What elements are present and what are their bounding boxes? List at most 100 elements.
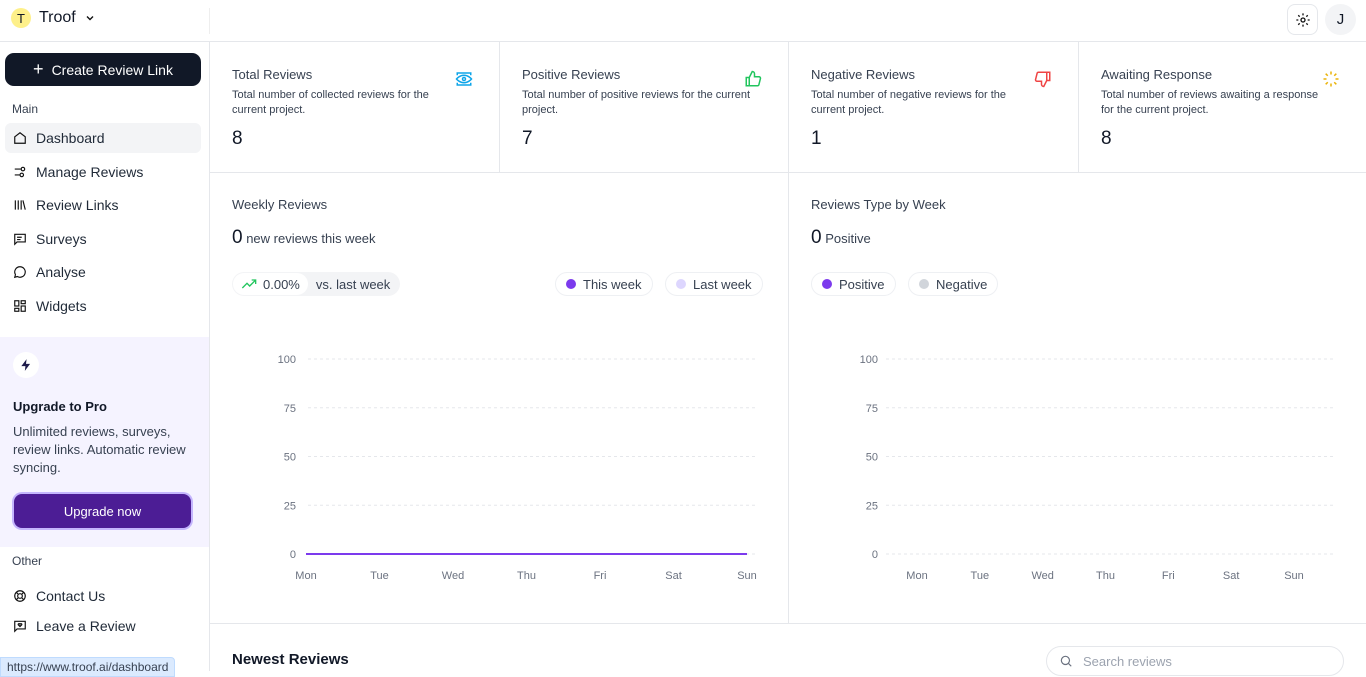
sidebar-item-manage-reviews[interactable]: Manage Reviews (5, 157, 201, 187)
card-value: 7 (522, 128, 533, 149)
x-tick-label: Sat (1223, 570, 1240, 582)
sidebar-item-widgets[interactable]: Widgets (5, 291, 201, 321)
x-tick-label: Sun (1284, 570, 1304, 582)
y-tick-label: 100 (278, 354, 296, 366)
project-switcher[interactable]: T Troof (11, 8, 96, 28)
plus-icon: + (33, 59, 44, 79)
status-url: https://www.troof.ai/dashboard (0, 657, 176, 677)
legend-dot (566, 279, 576, 289)
y-tick-label: 50 (866, 452, 878, 464)
legend-positive[interactable]: Positive (811, 272, 896, 296)
legend-label: Last week (693, 276, 752, 292)
y-tick-label: 0 (290, 549, 296, 561)
project-avatar: T (11, 8, 31, 28)
search-reviews-input[interactable]: Search reviews (1046, 646, 1344, 676)
sidebar-item-contact-us[interactable]: Contact Us (5, 581, 201, 611)
card-awaiting-response: Awaiting Response Total number of review… (1079, 42, 1366, 173)
sidebar-item-leave-a-review[interactable]: Leave a Review (5, 611, 201, 641)
other-section-label: Other (12, 554, 43, 568)
x-tick-label: Fri (1162, 570, 1175, 582)
weekly-count-label: new reviews this week (246, 231, 376, 246)
y-tick-label: 25 (866, 500, 878, 512)
divider (209, 8, 210, 34)
reviews-type-panel: Reviews Type by Week 0 Positive Positive… (789, 173, 1366, 624)
x-tick-label: Sun (737, 570, 757, 582)
sidebar-item-analyse[interactable]: Analyse (5, 257, 201, 287)
card-description: Total number of reviews awaiting a respo… (1101, 89, 1319, 116)
sidebar-item-dashboard[interactable]: Dashboard (5, 123, 201, 153)
type-count-label: Positive (825, 231, 871, 246)
trend-label: vs. last week (315, 276, 391, 292)
card-title: Negative Reviews (811, 67, 916, 82)
x-tick-label: Mon (295, 570, 316, 582)
nav-label: Dashboard (36, 130, 105, 146)
newest-reviews-title: Newest Reviews (232, 651, 349, 668)
x-tick-label: Mon (906, 570, 927, 582)
promo-title: Upgrade to Pro (13, 399, 107, 414)
x-tick-label: Tue (971, 570, 990, 582)
sidebar-item-review-links[interactable]: Review Links (5, 190, 201, 220)
trending-up-icon (241, 279, 257, 289)
nav-label: Surveys (36, 231, 87, 247)
x-tick-label: Thu (517, 570, 536, 582)
loader-icon (1320, 68, 1342, 90)
weekly-summary: 0 new reviews this week (232, 227, 376, 249)
card-title: Total Reviews (232, 67, 313, 82)
legend-label: Positive (839, 276, 885, 292)
nav-label: Contact Us (36, 588, 106, 604)
x-tick-label: Wed (442, 570, 464, 582)
message-square-icon (14, 233, 26, 246)
sidebar-item-surveys[interactable]: Surveys (5, 224, 201, 254)
card-value: 8 (1101, 128, 1112, 149)
weekly-reviews-chart: 0 25 50 75 100 Mon Tue Wed Thu Fri Sat Sun (278, 354, 757, 582)
message-heart-icon (14, 620, 26, 633)
weekly-reviews-panel: Weekly Reviews 0 new reviews this week 0… (210, 173, 789, 624)
legend-negative[interactable]: Negative (908, 272, 999, 296)
upgrade-now-button[interactable]: Upgrade now (14, 494, 191, 528)
project-name: Troof (39, 9, 76, 26)
grid-icon (14, 300, 26, 312)
nav-label: Manage Reviews (36, 164, 144, 180)
legend-dot (676, 279, 686, 289)
nav-label: Leave a Review (36, 618, 136, 634)
bolt-icon (13, 352, 39, 378)
legend-label: This week (583, 276, 642, 292)
legend-last-week[interactable]: Last week (665, 272, 763, 296)
eye-icon (453, 68, 475, 90)
card-positive-reviews: Positive Reviews Total number of positiv… (500, 42, 789, 173)
reviews-type-chart: 0 25 50 75 100 Mon Tue Wed Thu Fri Sat Sun (860, 354, 1334, 582)
top-bar: T Troof J (0, 0, 1366, 42)
main-section-label: Main (12, 102, 39, 116)
message-circle-icon (13, 266, 26, 279)
type-summary: 0 Positive (811, 227, 871, 249)
card-total-reviews: Total Reviews Total number of collected … (210, 42, 500, 173)
create-review-link-button[interactable]: + Create Review Link (5, 53, 201, 86)
search-placeholder: Search reviews (1083, 653, 1172, 669)
settings-button[interactable] (1287, 4, 1318, 35)
y-tick-label: 75 (284, 403, 296, 415)
legend-dot (822, 279, 832, 289)
card-description: Total number of positive reviews for the… (522, 89, 751, 116)
upgrade-promo: Upgrade to Pro Unlimited reviews, survey… (0, 337, 209, 547)
nav-label: Review Links (36, 197, 119, 213)
sidebar: + Create Review Link Main Dashboard Mana… (0, 42, 210, 671)
y-tick-label: 0 (872, 549, 878, 561)
weekly-count: 0 (232, 227, 243, 248)
legend-dot (919, 279, 929, 289)
x-tick-label: Thu (1096, 570, 1115, 582)
panel-title: Reviews Type by Week (811, 197, 946, 212)
card-value: 8 (232, 128, 243, 149)
thumbs-up-icon (742, 68, 764, 90)
gear-icon (1295, 12, 1310, 27)
sliders-icon (14, 166, 26, 178)
user-avatar[interactable]: J (1325, 4, 1356, 35)
x-tick-label: Sat (665, 570, 682, 582)
search-icon (1060, 655, 1072, 667)
card-value: 1 (811, 128, 822, 149)
legend-this-week[interactable]: This week (555, 272, 653, 296)
home-icon (14, 132, 26, 144)
card-title: Positive Reviews (522, 67, 621, 82)
type-count: 0 (811, 227, 822, 248)
panel-title: Weekly Reviews (232, 197, 328, 212)
y-tick-label: 25 (284, 500, 296, 512)
